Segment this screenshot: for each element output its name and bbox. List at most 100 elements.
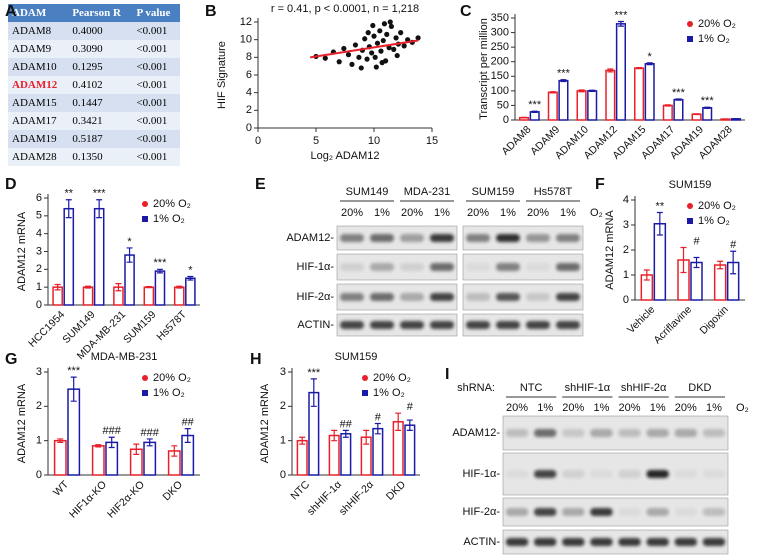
y-tick-label: 4 [623,194,629,206]
table-cell: ADAM19 [8,130,69,148]
significance-label: # [375,411,382,423]
bar [702,107,713,121]
table-cell: <0.001 [132,94,180,112]
error-bar [146,438,153,447]
error-bar [664,104,671,107]
legend-label: 1% O₂ [373,387,405,399]
blot-band [556,321,580,329]
y-tick-label: 0 [36,469,42,481]
legend-marker [687,203,693,209]
point [378,48,384,54]
significance-label: # [730,239,737,251]
y-tick-label: 1 [280,435,286,447]
x-tick-label: Acriflavine [651,303,694,346]
error-bar [85,285,92,289]
fit-line [310,39,419,59]
panel-label: I [445,366,449,383]
blot-band [430,234,454,242]
significance-label: ## [182,417,195,429]
y-tick-label: 150 [491,70,509,82]
table-cell: 0.5187 [68,130,133,148]
significance-label: ** [64,188,73,200]
bar [143,286,155,306]
point [356,54,362,60]
bar [615,23,626,121]
blot-band [370,234,394,242]
chart-title: SUM159 [669,179,712,191]
blot-band [466,263,490,271]
blot-band [646,508,669,516]
error-bar [643,269,650,281]
blot-band [562,538,585,546]
y-tick-label: 200 [491,56,509,68]
error-bar [187,275,194,281]
panel-label: A [5,3,17,20]
error-bar [133,443,140,455]
table-cell: ADAM10 [8,58,69,76]
y-tick-label: 0 [36,299,42,311]
error-bar [57,438,64,443]
error-bar [549,91,556,94]
error-bar [656,211,663,236]
blot-band [590,508,613,516]
condition-label: 1% [650,402,666,414]
point [387,19,393,25]
y-tick-label: 3 [623,219,629,231]
y-tick-label: 2 [36,263,42,275]
x-tick-label: 10 [368,135,380,147]
error-bar [531,110,538,114]
legend-label: 20% O₂ [153,372,191,384]
bar [558,79,569,121]
condition-label: 1% [593,402,609,414]
point [415,35,421,41]
table-cell: ADAM28 [8,148,69,166]
panel-label: C [460,3,472,20]
x-tick-label: 0 [255,135,261,147]
blot-membrane [462,313,584,337]
table-cell: ADAM8 [8,22,69,40]
point [358,65,364,71]
protein-label: HIF-1α- [462,468,500,480]
blot-band [496,234,520,242]
y-tick-label: 0 [503,114,509,126]
y-tick-label: 350 [491,12,509,24]
bar [576,90,587,121]
blot-band [466,321,490,329]
table-cell: <0.001 [132,22,180,40]
error-bar [156,268,163,274]
table-cell: 0.1447 [68,94,133,112]
error-bar [331,429,338,442]
point [371,33,377,39]
table-cell: 0.4102 [68,76,133,94]
condition-label: 20% [506,402,528,414]
header-cell: ADAM [8,4,69,22]
significance-label: *** [67,365,81,377]
error-bar [115,283,122,292]
y-tick-label: 2 [280,400,286,412]
blot-group-label: shHIF-1α [565,382,611,394]
significance-label: *** [701,95,715,107]
condition-label: 1% [537,402,553,414]
point [362,36,368,42]
table-row: ADAM8 0.4000 <0.001 [8,22,180,40]
condition-label: 20% [401,207,423,219]
y-tick-label: 4 [246,87,252,99]
y-tick-label: 0 [623,294,629,306]
condition-label: 20% [467,207,489,219]
condition-label: 1% [500,207,516,219]
legend-label: 1% O₂ [698,215,730,227]
bar [173,286,185,306]
error-bar [374,422,381,435]
y-axis-label: ADAM12 mRNA [16,211,28,291]
point [401,43,407,49]
point [341,45,347,52]
blot-band [562,470,585,478]
point [398,29,404,36]
table-row: ADAM12 0.4102 <0.001 [8,76,180,94]
bar [587,90,598,121]
x-tick-label: NTC [288,478,312,502]
bar [713,264,727,301]
protein-label: ADAM12- [286,232,334,244]
bar [143,441,157,476]
